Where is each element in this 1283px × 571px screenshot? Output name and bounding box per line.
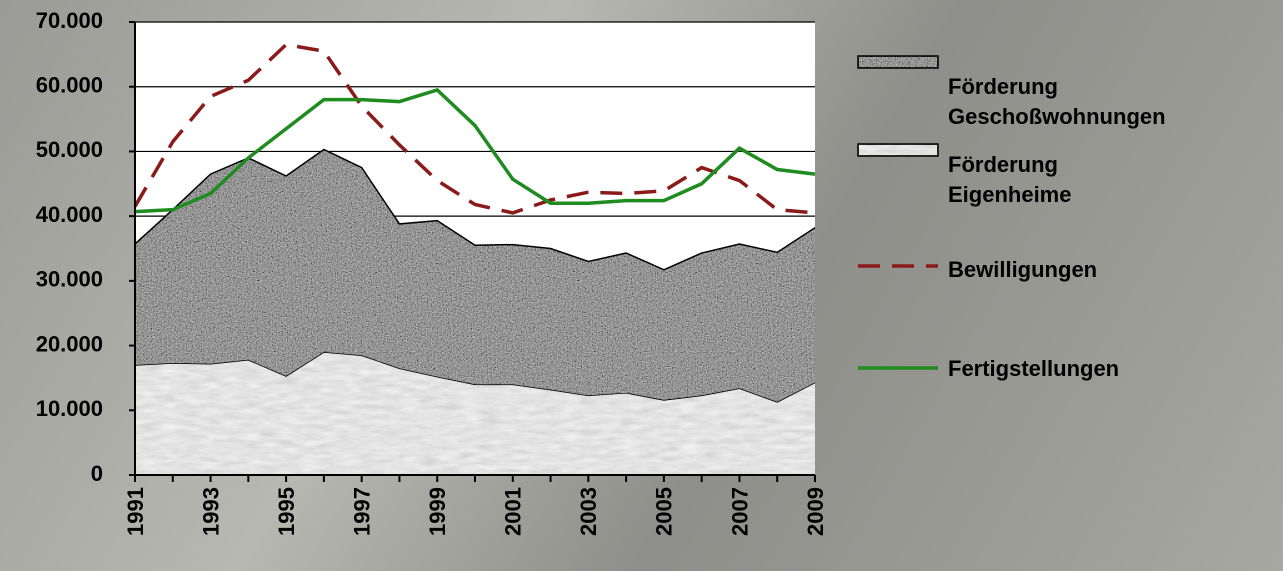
x-tick-label: 1993 bbox=[198, 487, 223, 536]
legend-label: Förderung Eigenheime bbox=[948, 152, 1072, 207]
y-tick-label: 30.000 bbox=[36, 267, 103, 292]
y-tick-label: 70.000 bbox=[36, 8, 103, 33]
x-tick-label: 2005 bbox=[652, 487, 677, 536]
x-tick-label: 2003 bbox=[576, 487, 601, 536]
legend-swatch-border bbox=[857, 143, 939, 157]
legend-swatch bbox=[857, 143, 939, 157]
legend-label: Fertigstellungen bbox=[948, 356, 1120, 381]
legend-label: Bewilligungen bbox=[948, 257, 1098, 282]
legend-swatch bbox=[857, 55, 939, 69]
x-tick-label: 1991 bbox=[123, 487, 148, 536]
x-tick-label: 1999 bbox=[425, 487, 450, 536]
x-tick-label: 2007 bbox=[727, 487, 752, 536]
y-tick-label: 0 bbox=[91, 461, 103, 486]
x-tick-label: 1995 bbox=[274, 487, 299, 536]
y-tick-label: 40.000 bbox=[36, 202, 103, 227]
x-tick-label: 2001 bbox=[501, 487, 526, 536]
legend-label: Förderung Geschoßwohnungen bbox=[948, 74, 1166, 129]
y-tick-label: 50.000 bbox=[36, 137, 103, 162]
legend-swatch-border bbox=[857, 55, 939, 69]
x-tick-label: 2009 bbox=[803, 487, 828, 536]
y-tick-label: 20.000 bbox=[36, 331, 103, 356]
area bbox=[135, 352, 815, 475]
line bbox=[134, 87, 816, 214]
x-tick-label: 1997 bbox=[349, 487, 374, 536]
y-tick-label: 60.000 bbox=[36, 73, 103, 98]
line bbox=[133, 42, 816, 215]
area bbox=[135, 149, 815, 402]
y-tick-label: 10.000 bbox=[36, 396, 103, 421]
